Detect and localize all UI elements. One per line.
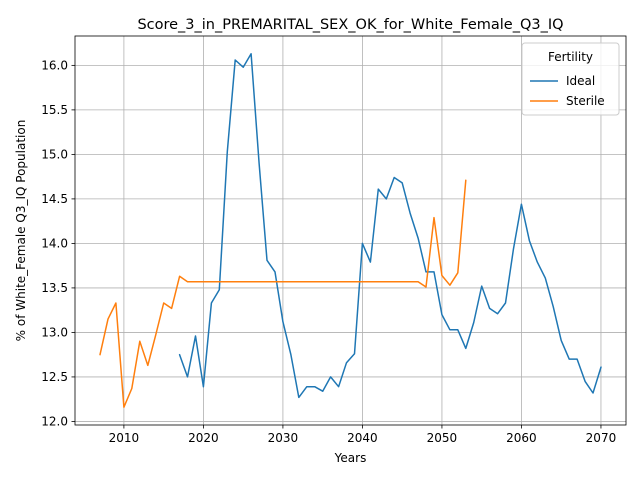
y-axis-label: % of White_Female Q3_IQ Population — [14, 120, 28, 342]
x-tick-label: 2060 — [506, 431, 537, 445]
x-tick-label: 2020 — [188, 431, 219, 445]
y-tick-label: 13.0 — [41, 325, 68, 339]
x-tick-label: 2050 — [427, 431, 458, 445]
legend-title: Fertility — [548, 50, 593, 64]
series-line-sterile — [99, 179, 467, 408]
grid — [75, 36, 626, 425]
y-tick-label: 16.0 — [41, 58, 68, 72]
legend-label-sterile: Sterile — [566, 94, 605, 108]
x-tick-label: 2030 — [268, 431, 299, 445]
series-line-ideal — [178, 53, 602, 399]
x-tick-label: 2070 — [586, 431, 617, 445]
y-tick-label: 12.0 — [41, 414, 68, 428]
plot-frame — [74, 35, 627, 426]
x-tick-label: 2010 — [109, 431, 140, 445]
x-tick-label: 2040 — [347, 431, 378, 445]
y-tick-label: 15.0 — [41, 147, 68, 161]
series-lines — [99, 53, 602, 408]
axis-ticks: 2010 2020 2030 2040 2050 2060 2070 12.0 12.5 13.0… — [41, 58, 616, 445]
legend-label-ideal: Ideal — [566, 74, 595, 88]
x-axis-label: Years — [334, 451, 367, 465]
y-tick-label: 15.5 — [41, 103, 68, 117]
y-tick-label: 13.5 — [41, 281, 68, 295]
y-tick-label: 14.5 — [41, 192, 68, 206]
legend-box — [521, 42, 620, 116]
chart-title: Score_3_in_PREMARITAL_SEX_OK_for_White_F… — [137, 17, 563, 33]
legend: Fertility Ideal Sterile — [521, 42, 620, 116]
y-tick-label: 12.5 — [41, 370, 68, 384]
legend-entries: Ideal Sterile — [530, 74, 605, 108]
y-tick-label: 14.0 — [41, 236, 68, 250]
